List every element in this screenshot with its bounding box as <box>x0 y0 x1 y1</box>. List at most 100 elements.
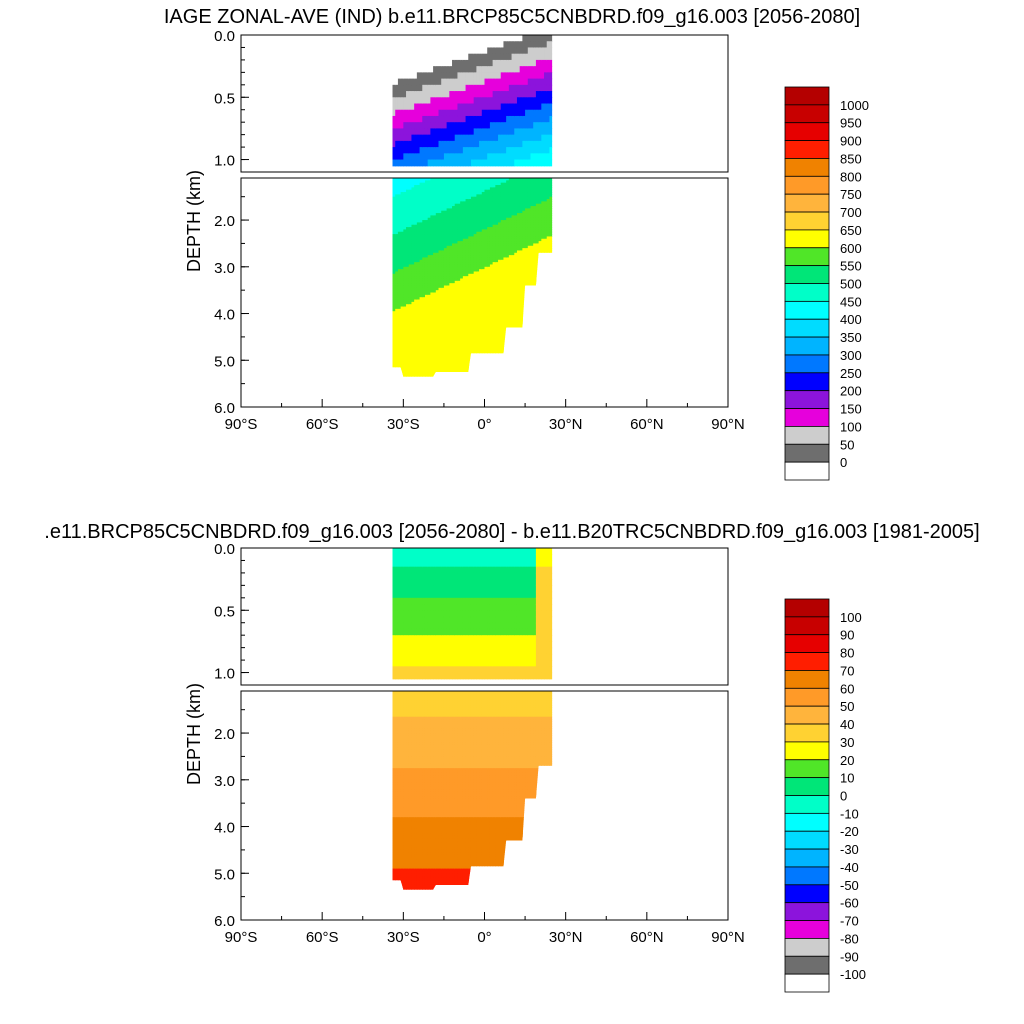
data-field <box>392 35 553 377</box>
colorbar-label: 600 <box>840 241 862 256</box>
colorbar-label: -100 <box>840 967 866 982</box>
chart-title: IAGE ZONAL-AVE (IND) b.e11.BRCP85C5CNBDR… <box>164 6 860 28</box>
colorbar-label: -70 <box>840 914 859 929</box>
colorbar-swatch <box>784 598 830 618</box>
colorbar-swatch <box>784 158 830 177</box>
colorbar-label: 0 <box>840 789 847 804</box>
colorbar-label: -80 <box>840 931 859 946</box>
colorbar-label: 80 <box>840 646 854 661</box>
x-tick-label: 60°S <box>306 416 339 433</box>
upper-plot-frame <box>240 34 729 173</box>
colorbar-swatch <box>784 318 830 338</box>
colorbar-swatch <box>784 670 830 689</box>
colorbar-swatch <box>784 461 830 481</box>
colorbar-label: 900 <box>840 134 862 149</box>
colorbar-label: 40 <box>840 717 854 732</box>
colorbar-label: 100 <box>840 610 862 625</box>
y-tick-label-upper: 0.5 <box>214 603 235 620</box>
y-tick-label-upper: 0.0 <box>214 541 235 558</box>
colorbar-swatch <box>784 795 830 814</box>
colorbar-swatch <box>784 265 830 284</box>
colorbar-label: 10 <box>840 771 854 786</box>
colorbar-swatch <box>784 634 830 653</box>
colorbar-swatch <box>784 336 830 356</box>
colorbar-swatch <box>784 705 830 725</box>
colorbar-label: 300 <box>840 348 862 363</box>
x-tick-label: 30°S <box>387 929 420 946</box>
colorbar-swatch <box>784 741 830 761</box>
colorbar-swatch <box>784 812 830 832</box>
y-tick-label-upper: 0.0 <box>214 28 235 45</box>
colorbar-label: 0 <box>840 455 847 470</box>
colorbar-label: 450 <box>840 294 862 309</box>
colorbar-swatch <box>784 884 830 904</box>
colorbar-label: 550 <box>840 259 862 274</box>
colorbar-swatch <box>784 955 830 975</box>
chart-title: .e11.BRCP85C5CNBDRD.f09_g16.003 [2056-20… <box>44 521 979 543</box>
colorbar-label: 200 <box>840 384 862 399</box>
colorbar-label: 650 <box>840 223 862 238</box>
x-tick-label: 30°S <box>387 416 420 433</box>
colorbar-swatch <box>784 408 830 427</box>
colorbar-label: 700 <box>840 205 862 220</box>
colorbar-swatch <box>784 938 830 957</box>
y-tick-label-lower: 3.0 <box>214 260 235 277</box>
x-tick-label: 0° <box>477 416 491 433</box>
colorbar-swatch <box>784 247 830 267</box>
colorbar-label: 1000 <box>840 98 869 113</box>
colorbar-label: -20 <box>840 824 859 839</box>
y-tick-label-upper: 1.0 <box>214 666 235 683</box>
data-field <box>392 548 553 890</box>
colorbar-swatch <box>784 283 830 302</box>
colorbar-label: 800 <box>840 169 862 184</box>
panel-bottom: .e11.BRCP85C5CNBDRD.f09_g16.003 [2056-20… <box>44 521 980 993</box>
colorbar-swatch <box>784 920 830 939</box>
colorbar-swatch <box>784 759 830 779</box>
colorbar-swatch <box>784 848 830 868</box>
colorbar-label: -90 <box>840 949 859 964</box>
colorbar-swatch <box>784 830 830 850</box>
colorbar-label: 950 <box>840 116 862 131</box>
x-tick-label: 0° <box>477 929 491 946</box>
colorbar-swatch <box>784 723 830 743</box>
colorbar-swatch <box>784 372 830 392</box>
colorbar-label: -10 <box>840 806 859 821</box>
colorbar-label: 400 <box>840 312 862 327</box>
colorbar-swatch <box>784 652 830 671</box>
colorbar-label: 750 <box>840 187 862 202</box>
y-tick-label-lower: 5.0 <box>214 353 235 370</box>
y-tick-label-lower: 4.0 <box>214 307 235 324</box>
colorbar-swatch <box>784 193 830 213</box>
colorbar-swatch <box>784 426 830 445</box>
colorbar-swatch <box>784 973 830 993</box>
colorbar-swatch <box>784 866 830 886</box>
y-axis-label: DEPTH (km) <box>184 683 204 785</box>
colorbar-swatch <box>784 354 830 374</box>
x-tick-label: 60°S <box>306 929 339 946</box>
x-tick-label: 60°N <box>630 929 664 946</box>
colorbar-swatch <box>784 175 830 195</box>
colorbar-label: -40 <box>840 860 859 875</box>
colorbar-label: -30 <box>840 842 859 857</box>
colorbar-label: 60 <box>840 681 854 696</box>
colorbar-label: 500 <box>840 277 862 292</box>
colorbar-swatch <box>784 443 830 463</box>
y-tick-label-lower: 3.0 <box>214 773 235 790</box>
x-tick-label: 90°N <box>711 929 745 946</box>
colorbar: 1009080706050403020100-10-20-30-40-50-60… <box>784 598 866 993</box>
colorbar-swatch <box>784 86 830 106</box>
colorbar-swatch <box>784 140 830 159</box>
colorbar-label: 90 <box>840 628 854 643</box>
colorbar-label: 350 <box>840 330 862 345</box>
y-tick-label-lower: 6.0 <box>214 913 235 930</box>
colorbar-swatch <box>784 300 830 320</box>
y-tick-label-lower: 5.0 <box>214 866 235 883</box>
y-tick-label-lower: 4.0 <box>214 820 235 837</box>
colorbar-label: 100 <box>840 419 862 434</box>
x-tick-label: 90°S <box>225 416 258 433</box>
colorbar-label: -50 <box>840 878 859 893</box>
colorbar-label: 30 <box>840 735 854 750</box>
colorbar-swatch <box>784 104 830 124</box>
x-tick-label: 90°N <box>711 416 745 433</box>
